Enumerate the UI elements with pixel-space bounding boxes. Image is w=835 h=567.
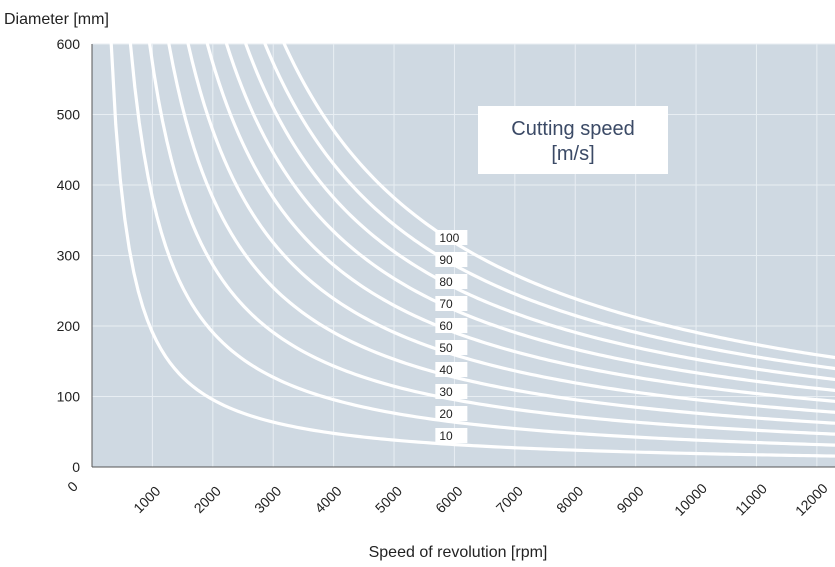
- y-tick-label: 100: [57, 389, 81, 405]
- curve-label-bg: [435, 252, 468, 267]
- curve-label-bg: [435, 428, 468, 443]
- x-tick-label: 6000: [432, 483, 465, 516]
- curve-label-bg: [435, 406, 468, 421]
- curve-label-bg: [435, 362, 468, 377]
- y-axis-label: Diameter [mm]: [4, 11, 109, 28]
- curve-label-40: 40: [439, 363, 453, 377]
- curve-label-bg: [435, 340, 468, 355]
- y-tick-label: 600: [57, 36, 81, 52]
- y-tick-label: 400: [57, 177, 81, 193]
- x-tick-label: 5000: [372, 483, 405, 516]
- curve-30: [148, 42, 835, 436]
- x-tick-label: 9000: [613, 483, 646, 516]
- y-tick-label: 200: [57, 318, 81, 334]
- cutting-speed-curves: [109, 42, 835, 458]
- x-tick-label: 7000: [493, 483, 526, 516]
- y-tick-label: 0: [72, 459, 80, 475]
- curve-label-bg: [435, 318, 468, 333]
- curve-label-50: 50: [439, 341, 453, 355]
- curve-label-80: 80: [439, 275, 453, 289]
- y-tick-label: 300: [57, 248, 81, 264]
- curve-label-90: 90: [439, 253, 453, 267]
- curve-90: [263, 42, 835, 371]
- annotation-title: Cutting speed: [511, 118, 634, 140]
- x-tick-label: 12000: [792, 480, 831, 519]
- x-tick-label: 3000: [251, 483, 284, 516]
- curve-label-bg: [435, 296, 468, 311]
- curve-label-70: 70: [439, 297, 453, 311]
- x-axis-label: Speed of revolution [rpm]: [369, 544, 548, 561]
- curve-20: [128, 42, 835, 447]
- curve-60: [205, 42, 835, 403]
- y-tick-label: 500: [57, 107, 81, 123]
- curve-40: [167, 42, 835, 425]
- x-tick-label: 10000: [671, 480, 710, 519]
- curve-label-20: 20: [439, 407, 453, 421]
- x-tick-label: 8000: [553, 483, 586, 516]
- curve-label-bg: [435, 230, 468, 245]
- x-tick-label: 11000: [732, 480, 770, 518]
- x-tick-label: 2000: [191, 483, 224, 516]
- axes: [91, 44, 835, 468]
- curve-label-30: 30: [439, 385, 453, 399]
- x-tick-label: 1000: [130, 483, 163, 516]
- annotation-box: [478, 106, 668, 174]
- curve-label-60: 60: [439, 319, 453, 333]
- curve-70: [225, 42, 835, 392]
- curve-50: [186, 42, 835, 414]
- curve-100: [282, 42, 835, 360]
- curve-80: [244, 42, 835, 382]
- annotation-unit: [m/s]: [551, 143, 594, 165]
- curve-10: [109, 42, 835, 458]
- curve-label-100: 100: [439, 231, 459, 245]
- x-tick-label: 4000: [311, 483, 344, 516]
- curve-label-bg: [435, 384, 468, 399]
- x-tick-label: 0: [64, 478, 81, 495]
- curve-label-bg: [435, 274, 468, 289]
- curve-labels: 100 90 80 70 60 50 40 30 20 10: [435, 230, 468, 443]
- curve-label-10: 10: [439, 429, 453, 443]
- cutting-speed-annotation: Cutting speed [m/s]: [478, 106, 668, 174]
